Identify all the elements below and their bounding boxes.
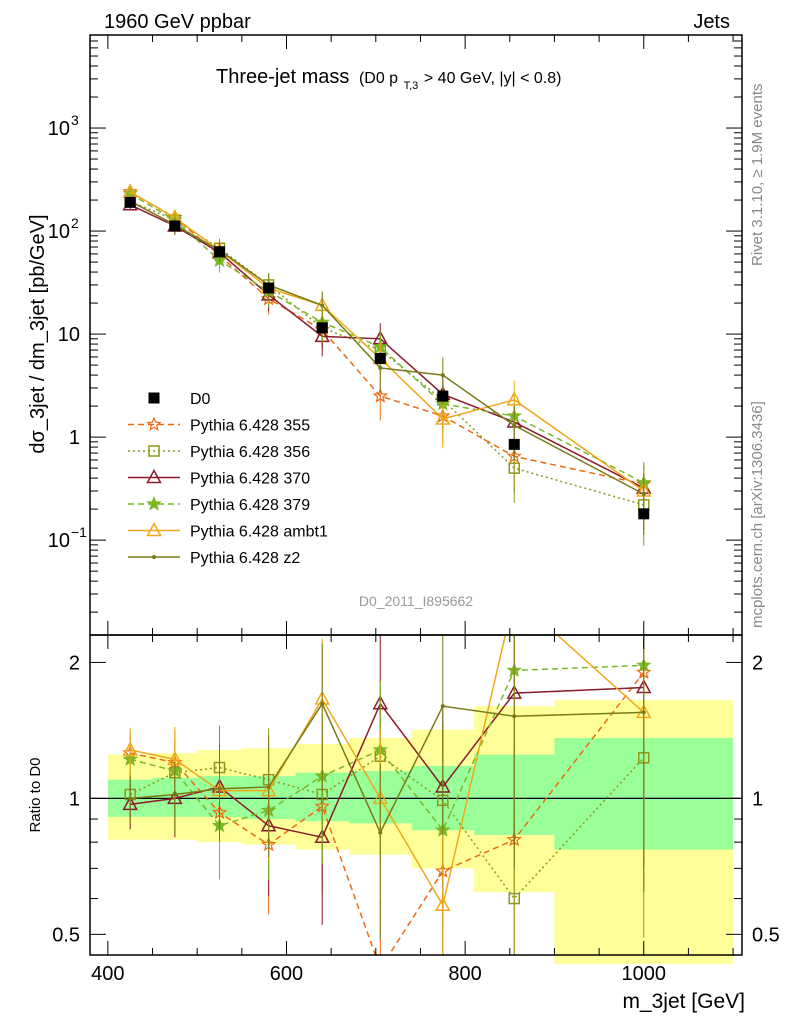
series-ratio-point bbox=[378, 830, 383, 835]
data-point bbox=[508, 438, 520, 450]
ratio-tick-label-left: 2 bbox=[69, 652, 80, 674]
y-tick-label-exponent: −1 bbox=[71, 524, 87, 540]
legend-marker bbox=[146, 495, 162, 511]
legend-label: Pythia 6.428 355 bbox=[190, 418, 310, 435]
legend-marker bbox=[148, 445, 160, 457]
ratio-y-axis-ticks: 0.5 0.5 1 1 2 2 bbox=[52, 652, 780, 946]
legend-label: Pythia 6.428 ambt1 bbox=[190, 524, 328, 541]
series-ratio-point bbox=[266, 784, 271, 789]
x-tick-label: 1000 bbox=[622, 963, 667, 985]
series-ratio-point bbox=[122, 741, 138, 756]
series-ratio-point bbox=[374, 962, 386, 974]
data-point bbox=[316, 322, 328, 334]
header-process-label: Jets bbox=[693, 11, 730, 33]
y-tick-label: 10 bbox=[48, 118, 70, 140]
ratio-frame bbox=[89, 634, 743, 956]
y-tick-label: 10 bbox=[58, 324, 80, 346]
y-tick-label-exponent: 3 bbox=[71, 112, 79, 128]
data-point bbox=[437, 390, 449, 402]
data-point bbox=[169, 220, 181, 232]
series-point bbox=[372, 387, 389, 403]
series-line bbox=[129, 193, 645, 484]
legend-marker bbox=[146, 416, 162, 432]
legend-label: D0 bbox=[190, 391, 211, 408]
ratio-panel: 400 600 800 1000 0.5 0.5 1 1 2 2 bbox=[52, 35, 780, 985]
y-tick-label: 10 bbox=[48, 530, 70, 552]
ratio-tick-label-left: 1 bbox=[69, 788, 80, 810]
data-point bbox=[374, 352, 386, 364]
series-point bbox=[320, 303, 325, 308]
ratio-tick-label-right: 1 bbox=[752, 788, 763, 810]
legend-marker bbox=[148, 392, 160, 404]
series-ratio-point bbox=[128, 796, 133, 801]
legend: D0 Pythia 6.428 355 Pythia 6.428 356 Pythia… bbox=[128, 391, 328, 567]
legend-entry: Pythia 6.428 ambt1 bbox=[128, 521, 328, 541]
analysis-watermark: D0_2011_I895662 bbox=[359, 593, 473, 609]
data-point bbox=[263, 282, 275, 294]
plot-title: Three-jet mass (D0 p T,3 > 40 GeV, |y| <… bbox=[216, 66, 561, 94]
legend-label: Pythia 6.428 356 bbox=[190, 444, 310, 461]
legend-label: Pythia 6.428 z2 bbox=[190, 550, 300, 567]
header-energy-label: 1960 GeV ppbar bbox=[104, 11, 251, 33]
series-point bbox=[506, 391, 523, 406]
series-ratio-point bbox=[217, 786, 222, 791]
series-point bbox=[512, 423, 517, 428]
series-ratio-point bbox=[435, 896, 451, 911]
plot-title-cut-suffix: > 40 GeV, |y| < 0.8) bbox=[424, 70, 562, 87]
series-ratio-point bbox=[512, 714, 517, 719]
x-axis-label: m_3jet [GeV] bbox=[622, 990, 745, 1013]
series-ratio-point bbox=[440, 704, 445, 709]
legend-entry: Pythia 6.428 z2 bbox=[128, 550, 300, 567]
x-tick-label: 600 bbox=[270, 963, 303, 985]
x-tick-label: 800 bbox=[448, 963, 481, 985]
series-point bbox=[440, 373, 445, 378]
data-point bbox=[124, 196, 136, 208]
ratio-y-axis-label: Ratio to D0 bbox=[27, 757, 44, 832]
legend-entry: D0 bbox=[148, 391, 211, 408]
legend-marker bbox=[146, 521, 162, 537]
y-tick-label: 10 bbox=[48, 221, 70, 243]
y-tick-label: 1 bbox=[69, 427, 80, 449]
series-ratio-point bbox=[508, 589, 521, 601]
series-1-main bbox=[124, 195, 650, 546]
main-y-axis-label: dσ_3jet / dm_3jet [pb/GeV] bbox=[27, 214, 49, 453]
series-ratio-point bbox=[508, 892, 520, 905]
ratio-uncertainty-bands bbox=[107, 700, 734, 964]
series-5-ratio bbox=[128, 635, 646, 940]
ratio-tick-label-right: 0.5 bbox=[752, 924, 780, 946]
x-axis-ticks: 400 600 800 1000 bbox=[91, 35, 734, 985]
series-ratio-point bbox=[172, 792, 177, 797]
legend-marker bbox=[152, 555, 156, 559]
ratio-tick-label-right: 2 bbox=[752, 652, 763, 674]
legend-entry: Pythia 6.428 379 bbox=[128, 495, 310, 514]
series-point bbox=[378, 365, 383, 370]
legend-entry: Pythia 6.428 370 bbox=[128, 468, 310, 488]
legend-entry: Pythia 6.428 356 bbox=[128, 444, 310, 461]
data-series-d0 bbox=[124, 196, 650, 520]
data-point bbox=[638, 508, 650, 520]
plot-title-cut-prefix: (D0 p bbox=[359, 70, 398, 87]
series-line bbox=[129, 191, 644, 485]
series-point bbox=[508, 462, 520, 474]
ratio-tick-label-left: 0.5 bbox=[52, 924, 80, 946]
mcplots-reference-label: mcplots.cern.ch [arXiv:1306.3436] bbox=[749, 401, 766, 628]
legend-label: Pythia 6.428 370 bbox=[190, 471, 310, 488]
legend-marker bbox=[146, 468, 162, 484]
rivet-version-label: Rivet 3.1.10, ≥ 1.9M events bbox=[749, 84, 766, 267]
legend-entry: Pythia 6.428 355 bbox=[128, 416, 310, 435]
series-point bbox=[641, 492, 646, 497]
y-tick-label-exponent: 2 bbox=[71, 215, 79, 231]
series-ratio-point bbox=[320, 701, 325, 706]
plot-title-cut-sub: T,3 bbox=[404, 80, 419, 92]
series-point bbox=[435, 410, 451, 425]
legend-label: Pythia 6.428 379 bbox=[190, 497, 310, 514]
x-tick-label: 400 bbox=[91, 963, 124, 985]
plot-title-main: Three-jet mass bbox=[216, 66, 349, 88]
data-point bbox=[214, 246, 226, 258]
series-ratio-point bbox=[641, 710, 646, 715]
